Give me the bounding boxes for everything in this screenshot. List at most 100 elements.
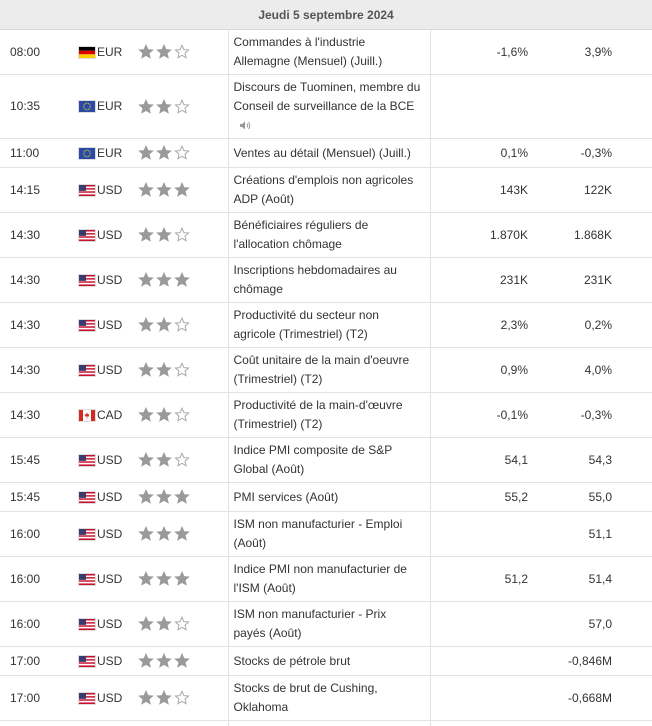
star-empty [174,227,190,242]
importance-stars [138,44,190,59]
forecast: 143K [429,167,540,213]
flag-part [79,698,95,701]
flag-part [79,664,95,667]
flag-part [79,700,95,702]
flag-part [79,582,95,585]
flag-part [79,500,95,503]
event-row: 16:00 USD ISM non manufacturier - Prix pay… [0,601,652,647]
forecast: 51,2 [429,556,540,602]
flag-part [79,319,95,322]
spacer [624,138,652,168]
event-name: Créations d'emplois non agricoles ADP (A… [233,173,414,206]
flag-cell [70,556,97,602]
forecast: 2,3% [429,302,540,348]
flag-part [79,579,95,582]
event-cell: Productivité du secteur non agricole (Tr… [227,302,430,348]
flag-part [89,150,91,152]
flag-part [79,189,95,191]
flag-part [79,660,95,662]
flag-part [86,149,88,151]
forecast: 1.870K [429,212,540,258]
event-cell: Indice PMI non manufacturier de l'ISM (A… [227,556,430,602]
time: 14:30 [0,257,70,303]
event-row: 15:45 USD Indice PMI composite de S&P Glob… [0,437,652,483]
flag-part [79,454,86,461]
time: 14:30 [0,302,70,348]
flag-part [79,283,95,286]
flag-part [88,155,90,157]
star-filled [138,98,154,114]
rows: 08:00 EUR Commandes à l'industrie Allemagn… [0,29,652,726]
event-row: 17:00 USD Stocks de pétrole brut -0,846M [0,646,652,676]
currency: USD [97,720,138,726]
flag-part [79,186,95,188]
flag-part [84,412,90,418]
flag-part [83,152,85,154]
currency: USD [97,601,138,647]
flag [78,146,96,160]
event-cell: Productivité de la main-d'œuvre (Trimest… [227,392,430,438]
forecast: -1,6% [429,29,540,75]
flag-part [79,193,95,196]
forecast: 54,1 [429,437,540,483]
importance-stars [138,571,190,586]
flag-part [79,578,95,580]
flag-part [84,149,86,151]
time: 16:00 [0,511,70,557]
star-filled [156,616,172,631]
flag-part [79,454,95,457]
event-cell: Fed's Balance Sheet [227,720,430,726]
previous: 54,3 [540,437,624,483]
currency: USD [97,646,138,676]
time: 11:00 [0,138,70,168]
currency: USD [97,482,138,512]
event-row: 16:00 USD ISM non manufacturier - Emploi (… [0,511,652,557]
flag-part [79,237,95,239]
flag-part [79,576,95,579]
flag-part [79,496,95,498]
event-cell: ISM non manufacturier - Prix payés (Août… [227,601,430,647]
flag-part [79,364,95,367]
spacer [624,392,652,438]
flag-part [79,694,95,696]
flag-part [79,187,95,190]
flag-part [79,663,95,665]
event-row: 14:30 USD Coût unitaire de la main d'oeuvr… [0,347,652,393]
flag-part [79,282,95,284]
time: 14:30 [0,212,70,258]
flag-part [79,327,95,329]
flag-part [79,46,95,51]
importance [138,302,228,348]
event-row: 08:00 EUR Commandes à l'industrie Allemagn… [0,29,652,75]
flag-part [79,367,95,370]
currency: USD [97,167,138,213]
time: 17:00 [0,646,70,676]
star-filled [156,489,172,504]
flag-part [89,107,91,109]
flag-part [79,695,95,698]
star-filled [138,272,154,287]
flag-part [79,463,95,466]
importance [138,392,228,438]
date-header: Jeudi 5 septembre 2024 [0,0,652,30]
previous: 51,4 [540,556,624,602]
spacer [624,556,652,602]
event-row: 14:30 USD Inscriptions hebdomadaires au ch… [0,257,652,303]
forecast [429,720,540,726]
flag-part [79,322,95,325]
flag [78,654,96,668]
forecast [429,601,540,647]
star-filled [156,44,172,59]
star-empty [174,690,190,705]
forecast: -0,1% [429,392,540,438]
previous: 4,0% [540,347,624,393]
previous: 0,2% [540,302,624,348]
flag-part [83,107,85,109]
flag-part [79,692,95,695]
event-row: 11:00 EUR Ventes au détail (Mensuel) (Juil… [0,138,652,168]
star-filled [174,489,190,504]
flag-cell [70,167,97,213]
flag-part [79,459,95,461]
event-cell: Créations d'emplois non agricoles ADP (A… [227,167,430,213]
